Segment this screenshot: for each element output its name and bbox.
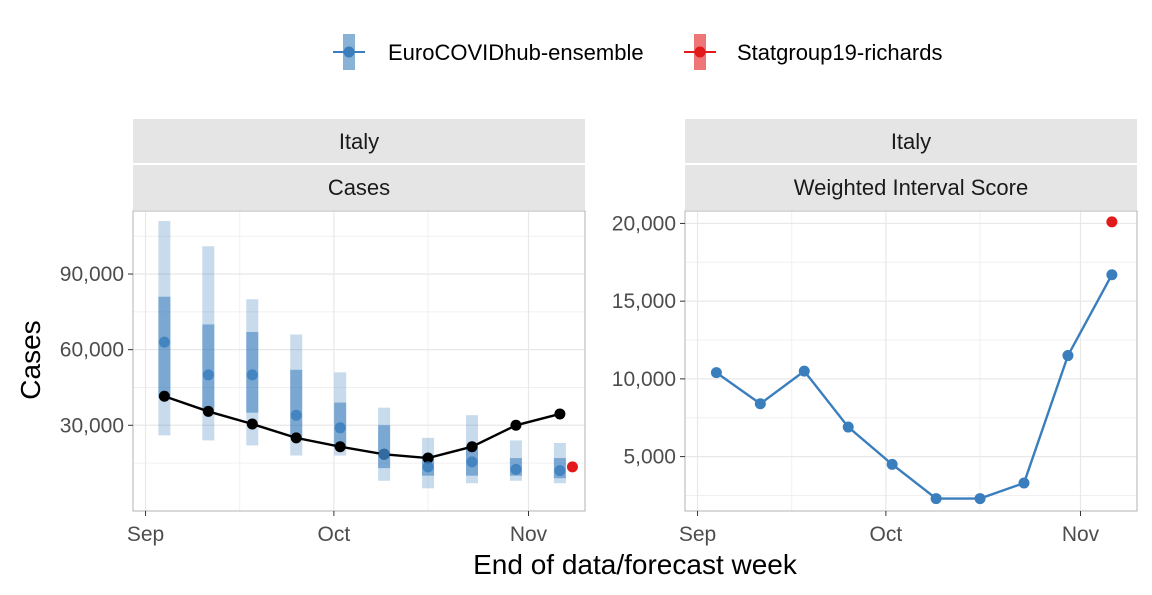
forecast-median-point bbox=[290, 409, 302, 421]
legend-label-richards: Statgroup19-richards bbox=[737, 40, 942, 65]
wis-point bbox=[842, 421, 854, 433]
forecast-median-point bbox=[510, 463, 522, 475]
y-tick-label: 10,000 bbox=[612, 368, 676, 391]
x-axis-title: End of data/forecast week bbox=[473, 549, 798, 580]
observed-line bbox=[163, 395, 561, 460]
y-tick-label: 20,000 bbox=[612, 212, 676, 235]
wis-point bbox=[886, 458, 898, 470]
y-tick-label: 30,000 bbox=[60, 414, 124, 437]
x-tick-label: Oct bbox=[318, 523, 351, 546]
y-tick-label: 15,000 bbox=[612, 290, 676, 313]
left-strip-target: Cases bbox=[328, 175, 390, 200]
forecast-interval-50 bbox=[290, 369, 303, 438]
wis-point bbox=[1106, 216, 1118, 228]
wis-point bbox=[1062, 350, 1074, 362]
y-tick-label: 90,000 bbox=[60, 263, 124, 286]
right-strip-metric: Weighted Interval Score bbox=[794, 175, 1028, 200]
right-panel-wis: 5,000 10,000 15,000 20,000 Sep Oct Nov bbox=[612, 210, 1138, 546]
forecast-median-point bbox=[466, 456, 478, 468]
observed-point bbox=[158, 390, 170, 402]
forecast-median-point bbox=[334, 422, 346, 434]
forecast-interval-50 bbox=[378, 425, 391, 469]
forecast-median-point bbox=[554, 465, 566, 477]
wis-point bbox=[798, 365, 810, 377]
wis-point bbox=[754, 398, 766, 410]
x-tick-label: Nov bbox=[510, 523, 548, 546]
wis-point bbox=[710, 367, 722, 379]
y-tick-label: 60,000 bbox=[60, 339, 124, 362]
observed-point bbox=[202, 405, 214, 417]
wis-line bbox=[715, 274, 1113, 500]
wis-point bbox=[1018, 477, 1030, 489]
forecast-interval-50 bbox=[202, 324, 215, 411]
x-tick-label: Sep bbox=[679, 523, 716, 546]
forecast-median-point bbox=[246, 369, 258, 381]
y-axis-title: Cases bbox=[15, 320, 46, 399]
wis-point bbox=[930, 493, 942, 505]
x-tick-label: Nov bbox=[1062, 523, 1100, 546]
legend-key-richards bbox=[684, 34, 716, 70]
legend-key-ensemble bbox=[333, 34, 365, 70]
y-tick-label: 5,000 bbox=[623, 446, 676, 469]
x-tick-label: Oct bbox=[870, 523, 903, 546]
left-strip-country: Italy bbox=[339, 129, 379, 154]
x-tick-label: Sep bbox=[127, 523, 164, 546]
forecast-median-point bbox=[202, 369, 214, 381]
observed-point bbox=[510, 419, 522, 431]
wis-point bbox=[1106, 269, 1118, 281]
forecast-median-point bbox=[158, 336, 170, 348]
left-facet-strips: Italy Cases bbox=[133, 119, 585, 210]
observed-point bbox=[334, 441, 346, 453]
forecast-median-point bbox=[378, 448, 390, 460]
observed-point bbox=[466, 441, 478, 453]
wis-point bbox=[974, 493, 986, 505]
forecast-median-point bbox=[422, 461, 434, 473]
left-panel-cases: 30,000 60,000 90,000 Sep Oct Nov bbox=[60, 210, 586, 546]
panel-border bbox=[684, 210, 1138, 512]
right-facet-strips: Italy Weighted Interval Score bbox=[685, 119, 1137, 210]
panel-border bbox=[132, 210, 586, 512]
observed-point bbox=[554, 408, 566, 420]
legend: EuroCOVIDhub-ensemble Statgroup19-richar… bbox=[333, 34, 942, 70]
right-strip-country: Italy bbox=[891, 129, 931, 154]
legend-label-ensemble: EuroCOVIDhub-ensemble bbox=[388, 40, 644, 65]
observed-point bbox=[246, 418, 258, 430]
observed-point bbox=[290, 432, 302, 444]
observed-point bbox=[422, 452, 434, 464]
richards-forecast-point bbox=[566, 461, 578, 473]
